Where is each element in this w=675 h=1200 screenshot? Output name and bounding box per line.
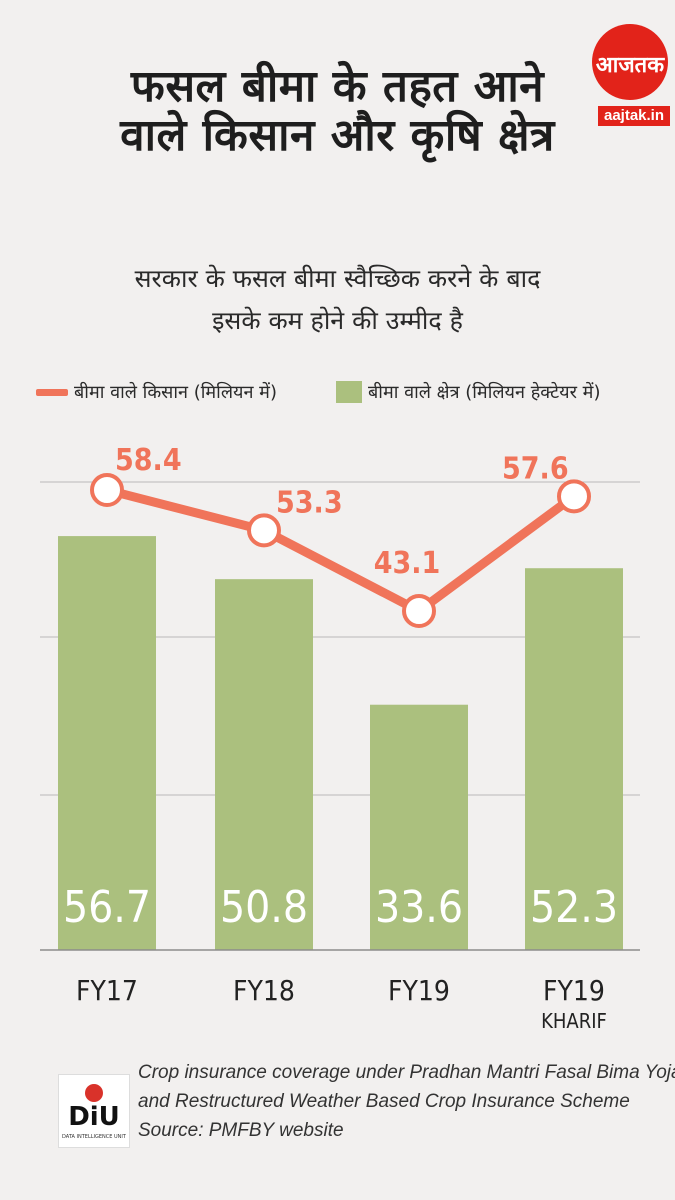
legend: बीमा वाले किसान (मिलियन में) बीमा वाले क… [14,380,664,410]
title-line-2: वाले किसान और कृषि क्षेत्र [120,110,555,162]
title-line-1: फसल बीमा के तहत आने [130,61,545,112]
chart: 56.7 50.8 33.6 52.3 58.4 53.3 43.1 57.6 FY17 FY18… [40,443,640,1033]
legend-item-farmers: बीमा वाले किसान (मिलियन में) [36,380,277,404]
category-sublabel: KHARIF [541,1009,607,1033]
category-label: FY19 [543,974,605,1007]
footer: Crop insurance coverage under Pradhan Ma… [138,1058,675,1145]
line-point [90,473,124,507]
line-value-label: 53.3 [276,485,343,520]
diu-logo: DiU DATA INTELLIGENCE UNIT [58,1074,130,1148]
legend-item-area: बीमा वाले क्षेत्र (मिलियन हेक्टेयर में) [336,380,600,404]
line-point [557,479,591,514]
legend-line-swatch [36,388,68,396]
diu-text: DiU [68,1102,120,1132]
footer-source: Source: PMFBY website [138,1120,344,1141]
category-label: FY17 [76,974,138,1007]
line-value-label: 57.6 [502,451,569,486]
bar-value-label: 56.7 [63,882,151,933]
subtitle-line-1: सरकार के फसल बीमा स्वैच्छिक करने के बाद [134,264,541,293]
footer-note-1: Crop insurance coverage under Pradhan Ma… [138,1062,675,1083]
footer-note-2: and Restructured Weather Based Crop Insu… [138,1091,630,1112]
category-label: FY19 [388,974,450,1007]
series-line [102,485,579,616]
legend-bar-swatch [336,381,362,403]
line-point [402,594,436,628]
subtitle: सरकार के फसल बीमा स्वैच्छिक करने के बाद … [0,258,675,342]
diu-full-text: DATA INTELLIGENCE UNIT [62,1134,127,1140]
line-value-label: 43.1 [374,546,441,581]
bar [58,536,156,950]
category-label: FY18 [233,974,295,1007]
aajtak-logo: आजतक [592,24,668,100]
line-point [247,513,281,548]
bar [215,579,313,950]
legend-bar-label: बीमा वाले क्षेत्र (मिलियन हेक्टेयर में) [368,382,601,403]
bar [370,704,468,950]
logo-text: आजतक [596,53,665,78]
bar-value-label: 52.3 [530,882,618,933]
legend-line-label: बीमा वाले किसान (मिलियन में) [74,382,277,403]
line-value-label: 58.4 [115,443,182,478]
page-title: फसल बीमा के तहत आने वाले किसान और कृषि क… [0,62,675,161]
bar-value-label: 33.6 [375,882,463,933]
bar-value-label: 50.8 [220,882,308,933]
site-name: aajtak.in [598,106,670,126]
bar [525,568,623,950]
subtitle-line-2: इसके कम होने की उम्मीद है [212,306,463,335]
